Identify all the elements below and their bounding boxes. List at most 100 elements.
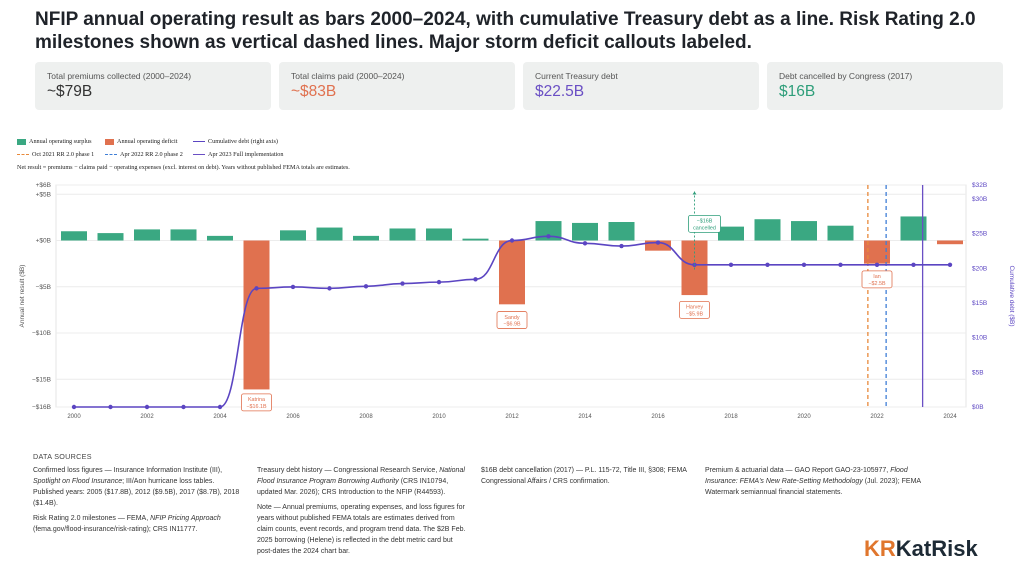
metric-label: Current Treasury debt: [535, 71, 618, 81]
callout-label: −$16B: [697, 219, 713, 225]
surplus-bar: [353, 235, 379, 241]
deficit-bar: [864, 240, 890, 264]
source-title: NFIP Pricing Approach: [150, 515, 221, 522]
y-tick-label: +$5B: [36, 191, 51, 198]
surplus-bar: [462, 238, 489, 241]
debt-point: [655, 240, 661, 245]
x-tick-label: 2010: [432, 414, 446, 420]
metric-label: Total claims paid (2000–2024): [291, 71, 405, 81]
x-tick-label: 2018: [724, 414, 738, 420]
source-text: — Congressional Research Service,: [322, 467, 440, 474]
source-entry: Confirmed loss figures — Insurance Infor…: [33, 465, 243, 509]
callout-label: Harvey: [686, 305, 703, 311]
surplus-bar: [61, 231, 87, 241]
debt-point: [582, 241, 588, 246]
legend-line-rr3: [193, 154, 205, 156]
legend-item-rr1[interactable]: Oct 2021 RR 2.0 phase 1: [17, 151, 94, 158]
sources-col-4: Premium & actuarial data — GAO Report GA…: [705, 465, 925, 502]
legend-item-deficit[interactable]: Annual operating deficit: [105, 138, 177, 145]
legend-item-surplus[interactable]: Annual operating surplus: [17, 138, 92, 145]
x-tick-label: 2004: [213, 414, 227, 420]
source-title: National Flood Insurance Program Borrowi…: [257, 467, 465, 485]
debt-point: [71, 404, 77, 410]
debt-point: [838, 262, 843, 267]
metric-card-premiums: Total premiums collected (2000–2024) ~$7…: [35, 62, 271, 110]
source-lead: Risk Rating 2.0 milestones: [33, 515, 116, 522]
deficit-bar: [499, 240, 525, 305]
debt-point: [619, 243, 624, 249]
legend-item-debt[interactable]: Cumulative debt (right axis): [193, 138, 278, 145]
sources-col-3: $16B debt cancellation (2017) — P.L. 115…: [481, 465, 691, 491]
legend-line-debt: [193, 141, 205, 143]
debt-point: [290, 284, 296, 290]
callout-label: Katrina: [248, 397, 265, 403]
callout-box: [679, 300, 710, 319]
y2-tick-label: $25B: [972, 231, 987, 238]
deficit-bar: [645, 240, 671, 251]
callout-value: −$5.9B: [686, 311, 704, 317]
debt-point: [728, 262, 734, 267]
y-tick-label: −$15B: [32, 376, 51, 383]
deficit-bar: [243, 240, 270, 390]
surplus-bar: [718, 226, 744, 241]
deficit-bar: [937, 240, 963, 245]
surplus-bar: [754, 219, 781, 241]
surplus-bar: [97, 233, 124, 241]
x-tick-label: 2000: [67, 414, 81, 420]
katrisk-logo[interactable]: KRKatRisk: [864, 536, 978, 562]
source-lead: Confirmed loss figures: [33, 467, 103, 474]
debt-point: [254, 286, 259, 291]
x-tick-label: 2012: [505, 414, 519, 420]
metric-value: ~$79B: [47, 83, 93, 100]
debt-point: [801, 262, 807, 267]
legend-item-rr3[interactable]: Apr 2023 Full implementation: [193, 151, 283, 158]
y2-tick-label: $20B: [972, 265, 987, 272]
y2-tick-label: $10B: [972, 335, 987, 342]
page-title: NFIP annual operating result as bars 200…: [35, 9, 976, 53]
legend-label: Oct 2021 RR 2.0 phase 1: [32, 151, 95, 158]
debt-point: [181, 404, 186, 410]
legend-item-rr2[interactable]: Apr 2022 RR 2.0 phase 2: [105, 151, 183, 158]
source-lead: Note: [257, 504, 272, 511]
surplus-bar: [608, 222, 635, 241]
legend-swatch-surplus: [17, 138, 26, 145]
legend-line-rr2: [105, 154, 117, 156]
source-lead: Treasury debt history: [257, 467, 323, 474]
legend-label: Annual operating surplus: [29, 138, 92, 145]
source-entry: Risk Rating 2.0 milestones — FEMA, NFIP …: [33, 513, 243, 535]
metric-label: Total premiums collected (2000–2024): [47, 71, 192, 81]
legend-label: Cumulative debt (right axis): [208, 138, 278, 145]
source-text: ; III/Aon hurricane loss tables. Publish…: [33, 478, 240, 507]
y2-tick-label: $5B: [972, 369, 984, 376]
sources-heading: DATA SOURCES: [33, 452, 92, 461]
debt-point: [400, 281, 405, 286]
legend-label: Apr 2022 RR 2.0 phase 2: [120, 151, 183, 158]
metric-value: ~$83B: [291, 83, 337, 100]
sources-col-1: Confirmed loss figures — Insurance Infor…: [33, 465, 243, 539]
callout-value: cancelled: [693, 225, 716, 231]
metric-value: $22.5B: [535, 83, 585, 100]
surplus-bar: [572, 222, 598, 241]
x-tick-label: 2016: [651, 414, 665, 420]
operating-result-chart: +$6B +$5B +$0B −$5B −$10B −$15B −$16B $32B $30B $…: [19, 182, 1015, 420]
source-text: — P.L. 115-72, Title III, §308; FEMA Con…: [481, 467, 687, 485]
surplus-bar: [280, 230, 306, 241]
source-text: — FEMA,: [115, 515, 151, 522]
legend-label: Apr 2023 Full implementation: [208, 151, 284, 158]
source-text: — Insurance Information Institute (III),: [102, 467, 223, 474]
x-tick-label: 2014: [578, 414, 592, 420]
metric-cards: Total premiums collected (2000–2024) ~$7…: [35, 62, 1003, 110]
debt-point: [363, 284, 369, 289]
debt-point: [327, 286, 332, 291]
surplus-bar: [170, 229, 197, 241]
katrisk-logo-text: KatRisk: [895, 536, 978, 561]
x-tick-label: 2008: [359, 414, 373, 420]
y-axis-label: Annual net result ($B): [19, 265, 26, 328]
source-text: — GAO Report GAO-23-105977,: [783, 467, 891, 474]
x-tick-label: 2022: [870, 414, 884, 420]
callout-box: [496, 311, 528, 329]
metric-value: $16B: [779, 83, 816, 100]
surplus-bar: [207, 235, 233, 241]
metric-card-claims: Total claims paid (2000–2024) ~$83B: [279, 62, 515, 110]
debt-point: [911, 262, 916, 267]
